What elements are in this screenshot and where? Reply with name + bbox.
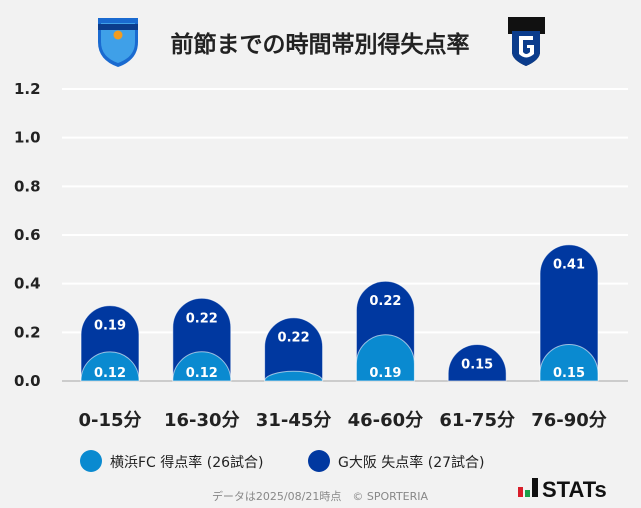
- legend-label: 横浜FC 得点率 (26試合): [110, 454, 263, 471]
- bar-yokohama-scored: [80, 351, 140, 382]
- y-tick-label: 0.2: [14, 323, 41, 341]
- x-tick-label: 46-60分: [348, 410, 424, 431]
- chart-title: 前節までの時間帯別得失点率: [171, 31, 470, 58]
- data-label: 0.22: [369, 294, 401, 309]
- x-tick-label: 0-15分: [78, 410, 141, 431]
- data-label: 0.41: [553, 258, 585, 273]
- bar-yokohama-scored: [264, 370, 324, 382]
- data-label: 0.19: [94, 319, 126, 334]
- x-tick-label: 31-45分: [256, 410, 332, 431]
- stats-logo: STATs: [518, 477, 607, 502]
- bar-gamba-conceded: [539, 244, 599, 382]
- data-label: 0.12: [186, 366, 218, 381]
- legend-swatch: [308, 450, 330, 472]
- bar-yokohama-scored: [355, 334, 415, 382]
- data-label: 0.12: [94, 366, 126, 381]
- y-tick-label: 1.0: [14, 129, 41, 147]
- bar-gamba-conceded: [447, 344, 507, 382]
- x-tick-label: 61-75分: [439, 410, 515, 431]
- data-label: 0.15: [553, 366, 585, 381]
- footer-note: データは2025/08/21時点 © SPORTERIA: [212, 489, 429, 503]
- stats-brand: STATs: [542, 477, 607, 502]
- x-tick-label: 76-90分: [531, 410, 607, 431]
- bar-yokohama-scored: [539, 344, 599, 382]
- y-tick-label: 0.4: [14, 275, 41, 293]
- x-tick-label: 16-30分: [164, 410, 240, 431]
- bar-yokohama-scored: [172, 351, 232, 382]
- bar-gamba-conceded: [264, 317, 324, 382]
- legend: 横浜FC 得点率 (26試合) G大阪 失点率 (27試合): [80, 450, 485, 472]
- gamba-osaka-logo: [508, 17, 545, 66]
- y-tick-label: 1.2: [14, 80, 41, 98]
- yokohama-fc-logo: [98, 18, 138, 67]
- legend-swatch: [80, 450, 102, 472]
- y-tick-label: 0.6: [14, 226, 41, 244]
- legend-label: G大阪 失点率 (27試合): [338, 454, 485, 471]
- y-tick-label: 0.0: [14, 372, 41, 390]
- data-label: 0.19: [369, 366, 401, 381]
- y-tick-label: 0.8: [14, 177, 41, 195]
- data-label: 0.15: [461, 358, 493, 373]
- data-label: 0.22: [278, 331, 310, 346]
- data-label: 0.22: [186, 311, 218, 326]
